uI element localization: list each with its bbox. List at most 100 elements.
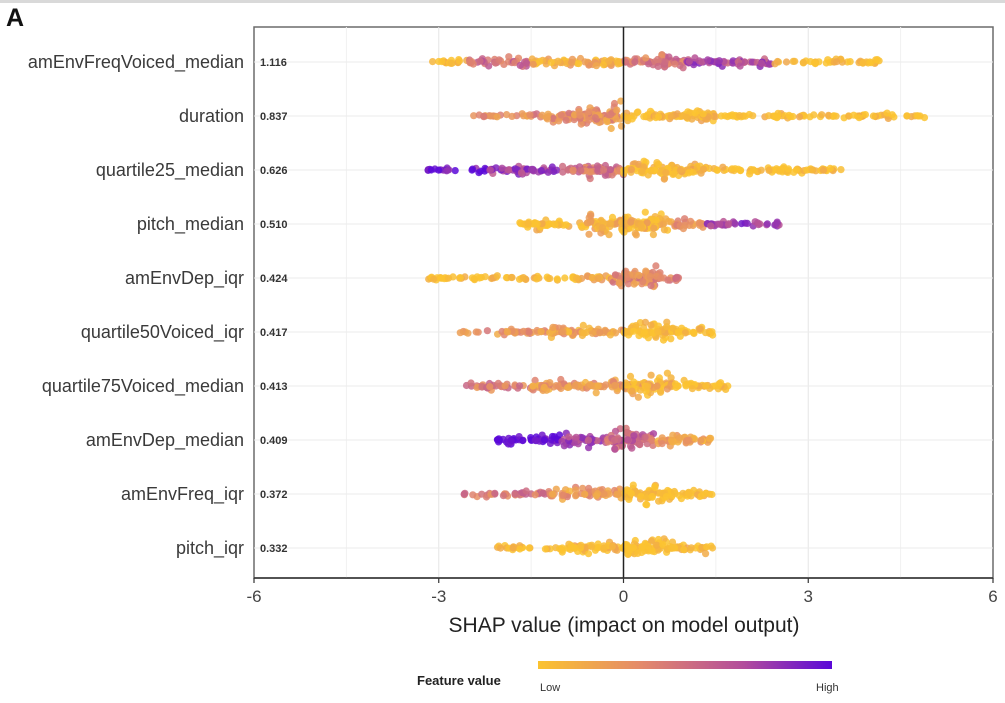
shap-point (591, 114, 599, 122)
shap-point (555, 117, 563, 125)
shap-point (554, 382, 562, 390)
shap-point (444, 274, 453, 282)
shap-point (585, 324, 593, 332)
shap-point (757, 59, 766, 67)
shap-point (629, 271, 637, 279)
feature-label: pitch_median (137, 214, 244, 235)
shap-point (643, 219, 651, 227)
shap-point (806, 58, 815, 66)
mean-abs-shap-label: 1.116 (260, 57, 287, 69)
shap-point (663, 385, 671, 393)
shap-point (635, 271, 643, 279)
shap-point (607, 220, 615, 228)
shap-point (702, 382, 710, 390)
shap-point (594, 274, 602, 282)
shap-point (658, 51, 666, 59)
shap-point (641, 208, 649, 216)
shap-point (481, 273, 489, 281)
shap-point (914, 112, 922, 120)
shap-point (641, 318, 650, 326)
shap-point (724, 221, 733, 229)
shap-point (495, 435, 503, 443)
shap-point (627, 218, 635, 226)
shap-point (600, 490, 608, 498)
shap-point (592, 389, 600, 397)
dots (424, 51, 929, 559)
shap-point (708, 328, 716, 336)
shap-point (608, 213, 617, 221)
feature-row-pitch_median (516, 208, 783, 239)
shap-point (627, 489, 635, 498)
shap-point (546, 274, 554, 283)
shap-point (668, 544, 676, 553)
shap-point (577, 222, 585, 230)
shap-point (559, 328, 567, 336)
shap-point (547, 58, 555, 66)
shap-point (634, 108, 642, 116)
shap-point (430, 275, 438, 283)
shap-point (493, 272, 501, 280)
shap-point (610, 436, 619, 444)
shap-point (647, 167, 655, 175)
shap-point (613, 106, 621, 114)
shap-point (637, 221, 645, 229)
feature-row-amEnvFreqVoiced_median (429, 51, 883, 72)
shap-point (647, 371, 655, 379)
shap-point (562, 116, 570, 124)
shap-point (667, 113, 675, 121)
shap-point (643, 383, 652, 391)
shap-point (594, 382, 602, 390)
shap-point (499, 492, 507, 500)
shap-point (525, 544, 533, 552)
shap-point (572, 274, 581, 282)
shap-point (501, 382, 509, 390)
shap-point (546, 329, 554, 337)
shap-point (735, 112, 744, 120)
shap-point (509, 544, 517, 552)
shap-point (599, 166, 608, 174)
shap-point (526, 111, 534, 119)
shap-point (641, 433, 649, 441)
shap-point (850, 111, 858, 119)
feature-row-quartile25_median (424, 157, 845, 183)
shap-point (713, 166, 721, 174)
shap-point (696, 325, 704, 333)
shap-point (549, 114, 557, 122)
shap-point (686, 217, 695, 225)
shap-point (673, 273, 681, 281)
shap-point (602, 381, 610, 389)
shap-point (578, 434, 586, 442)
shap-point (738, 220, 746, 228)
shap-point (646, 273, 654, 281)
shap-point (605, 57, 613, 65)
shap-point (607, 124, 615, 133)
shap-point (503, 328, 511, 336)
shap-point (658, 440, 666, 448)
shap-point (642, 54, 650, 62)
shap-point (822, 59, 830, 67)
shap-point (585, 484, 593, 492)
shap-point (647, 537, 656, 545)
shap-point (630, 327, 638, 335)
shap-point (505, 53, 513, 61)
shap-point (680, 546, 688, 554)
shap-point (572, 433, 580, 441)
shap-point (607, 110, 615, 119)
shap-point (716, 220, 724, 228)
shap-point (731, 220, 739, 228)
feature-row-duration (470, 97, 929, 133)
shap-point (455, 57, 464, 65)
shap-point (637, 492, 645, 500)
shap-point (533, 220, 541, 228)
feature-label: quartile50Voiced_iqr (81, 322, 244, 343)
shap-point (539, 489, 547, 497)
shap-point (629, 544, 637, 552)
legend-high-label: High (816, 682, 839, 694)
shap-point (698, 58, 706, 66)
shap-point (624, 328, 632, 336)
feature-label: quartile75Voiced_median (42, 376, 244, 397)
x-axis-label: SHAP value (impact on model output) (449, 614, 800, 637)
shap-point (557, 111, 565, 119)
shap-point (632, 322, 640, 330)
shap-point (685, 169, 693, 177)
